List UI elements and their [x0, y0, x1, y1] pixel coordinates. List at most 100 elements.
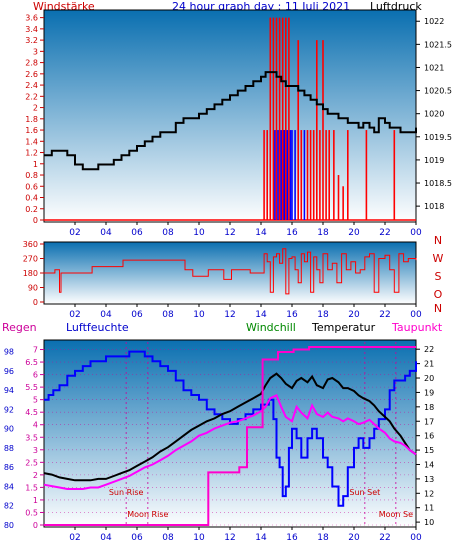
y-humidity-tick-label: 80 [4, 521, 14, 530]
y-left-tick-label: 2.4 [25, 81, 38, 90]
y-temp-tick-label: 13 [424, 475, 434, 484]
x-tick-label: 18 [317, 310, 329, 320]
compass-letter: O [434, 288, 443, 301]
humidity-label: Luftfeuchte [66, 321, 129, 334]
x-tick-label: 16 [286, 310, 298, 320]
x-tick-label: 18 [317, 533, 329, 543]
x-tick-label: 06 [131, 533, 143, 543]
panel-temp-humidity [43, 339, 417, 528]
x-tick-label: 04 [100, 533, 112, 543]
x-tick-label: 12 [224, 310, 235, 320]
y-right-tick-label: 1022 [424, 17, 444, 26]
y-temp-tick-label: 12 [424, 489, 434, 498]
y-tick-label: 90 [28, 284, 38, 293]
y-left-tick-label: 0.8 [25, 171, 38, 180]
y-temp-tick-label: 10 [424, 518, 434, 527]
y-temp-tick-label: 21 [424, 360, 434, 369]
y-left-tick-label: 0.4 [25, 194, 38, 203]
y-tick-label: 180 [23, 269, 38, 278]
sun-moon-annotation: Sun Set [349, 488, 380, 497]
y-right-tick-label: 1021 [424, 63, 444, 72]
y-left-tick-label: 3 [33, 47, 38, 56]
y-temp-tick-label: 15 [424, 446, 434, 455]
x-tick-label: 14 [255, 310, 267, 320]
y-rain-tick-label: 5 [33, 396, 38, 405]
y-rain-tick-label: 7 [33, 346, 38, 355]
x-tick-label: 12 [224, 228, 235, 238]
y-left-tick-label: 2 [33, 104, 38, 113]
x-tick-label: 16 [286, 228, 298, 238]
y-rain-tick-label: 3 [33, 446, 38, 455]
sun-moon-annotation: Sun Rise [109, 488, 144, 497]
y-humidity-tick-label: 90 [4, 425, 14, 434]
dewpoint-line [43, 393, 417, 490]
y-humidity-tick-label: 88 [4, 444, 14, 453]
dewpoint-label: Taupunkt [391, 321, 443, 334]
temp-humidity-plot: 98 96 94 92 90 88 86 84 82 80 7 6.5 6 5.5 5 4.5 4 3.5 3 2.5… [4, 342, 434, 543]
sun-moon-annotation: Moon Se [379, 510, 413, 519]
wind-direction-line [44, 248, 417, 295]
x-tick-label: 14 [255, 228, 267, 238]
x-tick-label: 22 [379, 533, 390, 543]
x-tick-label: 14 [255, 533, 267, 543]
y-rain-tick-label: 6.5 [25, 358, 38, 367]
compass-letter: W [433, 252, 444, 265]
compass-letter: S [435, 270, 442, 283]
y-left-tick-label: 3.6 [25, 14, 38, 23]
y-humidity-tick-label: 84 [4, 482, 14, 491]
y-rain-tick-label: 3.5 [25, 433, 38, 442]
x-tick-label: 22 [379, 310, 390, 320]
x-tick-label: 22 [379, 228, 390, 238]
y-temp-tick-label: 18 [424, 403, 434, 412]
panel-wind-pressure [43, 9, 417, 223]
y-right-tick-label: 1020 [424, 110, 444, 119]
y-rain-tick-label: 1.5 [25, 483, 38, 492]
x-tick-label: 10 [193, 310, 205, 320]
x-tick-label: 12 [224, 533, 235, 543]
x-tick-label: 04 [100, 228, 112, 238]
x-tick-label: 08 [162, 533, 174, 543]
windchill-label: Windchill [246, 321, 296, 334]
y-humidity-tick-label: 94 [4, 386, 14, 395]
y-left-tick-label: 2.8 [25, 59, 38, 68]
x-tick-label: 06 [131, 228, 143, 238]
y-left-tick-label: 1.8 [25, 115, 38, 124]
y-rain-tick-label: 4 [33, 421, 38, 430]
y-left-tick-label: 1.2 [25, 149, 38, 158]
compass-letter: N [434, 234, 442, 247]
y-left-tick-label: 3.4 [25, 25, 38, 34]
y-temp-tick-label: 22 [424, 345, 434, 354]
y-rain-tick-label: 5.5 [25, 383, 38, 392]
y-left-tick-label: 1 [33, 160, 38, 169]
y-humidity-tick-label: 98 [4, 348, 14, 357]
y-right-tick-label: 1020.5 [424, 87, 452, 96]
y-left-tick-label: 3.2 [25, 36, 38, 45]
x-tick-label: 10 [193, 533, 205, 543]
x-tick-label: 16 [286, 533, 298, 543]
y-temp-tick-label: 20 [424, 374, 434, 383]
x-tick-label: 00 [410, 310, 422, 320]
x-tick-label: 20 [348, 533, 360, 543]
rain-line [44, 346, 416, 526]
y-right-tick-label: 1018 [424, 202, 444, 211]
x-tick-label: 08 [162, 310, 174, 320]
y-left-tick-label: 0.2 [25, 205, 38, 214]
y-temp-tick-label: 16 [424, 432, 434, 441]
humidity-line [44, 350, 417, 507]
x-tick-label: 20 [348, 310, 360, 320]
x-tick-label: 08 [162, 228, 174, 238]
x-tick-label: 06 [131, 310, 143, 320]
y-rain-tick-label: 2.5 [25, 458, 38, 467]
x-tick-label: 18 [317, 228, 329, 238]
y-rain-tick-label: 6 [33, 371, 38, 380]
x-tick-label: 10 [193, 228, 205, 238]
y-right-tick-label: 1019.5 [424, 133, 452, 142]
y-temp-tick-label: 11 [424, 504, 434, 513]
compass-letter: N [434, 302, 442, 315]
y-humidity-tick-label: 82 [4, 502, 14, 511]
y-rain-tick-label: 1 [33, 496, 38, 505]
y-right-tick-label: 1019 [424, 156, 444, 165]
x-tick-label: 00 [410, 228, 422, 238]
y-temp-tick-label: 14 [424, 460, 434, 469]
